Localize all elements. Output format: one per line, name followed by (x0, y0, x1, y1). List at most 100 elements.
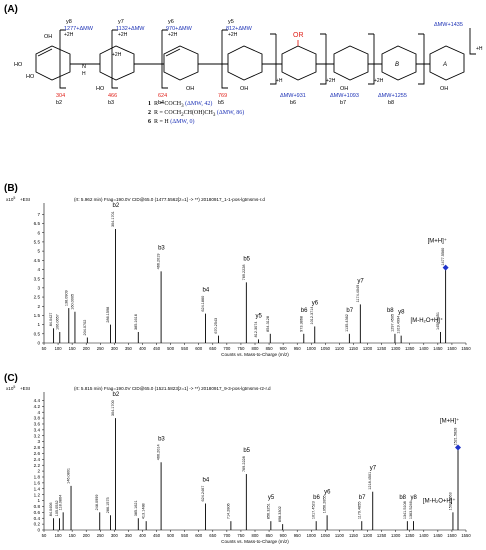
b-right-name-6: b6 (290, 100, 296, 106)
x-tick-label: 1150 (349, 346, 359, 351)
y-tick-label: 4 (37, 267, 40, 272)
x-tick-label: 850 (266, 346, 274, 351)
chart-header-text: (rt: 5.815 min) Frag=190.0V CID@65.0 (15… (74, 386, 271, 391)
y-tick-label: 1 (37, 322, 40, 327)
x-tick-label: 1100 (335, 533, 345, 538)
peak-mz-label: 160.0005 (70, 294, 74, 310)
parent-ion-label: ΔMW+1435 (434, 22, 463, 28)
ion-label-b8: b8 (399, 495, 406, 501)
y-tick-label: 3 (37, 285, 40, 290)
legend-row-3: 6 R = H (ΔMW, 0) (148, 119, 195, 125)
peak-mz-label: 1297.4505 (390, 314, 394, 332)
peak-mz-label: 1503.5663 (448, 492, 452, 510)
x-tick-label: 1250 (377, 533, 387, 538)
y-tick-label: 4.2 (34, 404, 41, 409)
y-tick-label: 1.4 (34, 486, 41, 491)
ion-label-b3: b3 (158, 245, 165, 251)
x-tick-label: 600 (195, 533, 203, 538)
y-tick-label: 1.5 (34, 313, 41, 318)
legend-text-3: R = H (154, 119, 169, 125)
h-label-1: +2H (64, 32, 74, 38)
peak-mz-label: 854.3128 (266, 316, 270, 332)
peak-mz-label: 286.1575 (106, 497, 110, 513)
x-tick-label: 1400 (419, 533, 429, 538)
y-tick-label: 6.5 (34, 221, 41, 226)
peak-mz-label: 138.0909 (64, 290, 68, 306)
h-label-4: +2H (228, 32, 238, 38)
x-tick-label: 350 (125, 533, 133, 538)
y-tick-label: 2.5 (34, 295, 41, 300)
peak-mz-label: 898.3302 (278, 506, 282, 522)
peak-mz-label: 466.2019 (157, 253, 161, 269)
chart-header-exp: 5 (13, 385, 15, 389)
x-tick-label: 1450 (433, 533, 443, 538)
group-ho-1: HO (14, 62, 23, 68)
chart-header-scale: x105 (6, 385, 15, 391)
legend-num-2: 2 (148, 110, 151, 116)
peak-mz-label: 1341.5108 (403, 501, 407, 519)
ion-label-b7: b7 (359, 495, 366, 501)
ring-letter-a: A (442, 62, 447, 68)
legend-text-2b: CH(OH)CH (183, 110, 213, 116)
peak-mz-label: 624.2467 (201, 486, 205, 502)
x-tick-label: 950 (294, 346, 302, 351)
legend-dmw-2: (ΔMW, 86) (216, 110, 245, 116)
x-tick-label: 1350 (405, 533, 415, 538)
chart-header-text: (rt: 5.962 min) Frag=190.0V CID@65.0 (14… (74, 197, 265, 202)
legend-dmw-1: (ΔMW, 42) (185, 101, 213, 107)
x-axis-label: Counts vs. Mass-to-Charge (m/z) (221, 539, 289, 544)
peak-mz-label: 1319.4994 (397, 316, 401, 334)
y-tick-label: 3.6 (34, 422, 41, 427)
x-tick-label: 1500 (447, 346, 457, 351)
h-label-8: +2H (374, 78, 384, 84)
ion-label-b4: b4 (203, 288, 210, 294)
parent-marker (455, 444, 462, 451)
x-tick-label: 150 (69, 533, 77, 538)
x-tick-label: 550 (181, 346, 189, 351)
x-tick-label: 100 (55, 533, 63, 538)
ion-label-y7: y7 (357, 278, 364, 284)
peak-mz-label: 385.1621 (134, 500, 138, 516)
ring-letter-b: B (395, 62, 399, 68)
peak-mz-label: 769.2228 (242, 456, 246, 472)
y-tick-label: 1 (37, 498, 40, 503)
x-tick-label: 1000 (307, 346, 317, 351)
y-tick-label: 3.8 (34, 416, 41, 421)
x-tick-label: 1400 (419, 346, 429, 351)
x-tick-label: 500 (167, 533, 175, 538)
b-ion-value-1: 304 (56, 93, 65, 99)
ion-label-b2: b2 (113, 203, 120, 209)
y-tick-label: 2.4 (34, 457, 41, 462)
ion-label-b6: b6 (313, 495, 320, 501)
ion-label-b5: b5 (243, 256, 250, 262)
h-label-3: +2H (168, 32, 178, 38)
b-right-name-7: b7 (340, 100, 346, 106)
x-tick-label: 1500 (447, 533, 457, 538)
peak-mz-label: 1135.4362 (345, 314, 349, 332)
y-tick-label: 2 (37, 469, 40, 474)
panel-label-b: (B) (4, 183, 18, 194)
peak-mz-label: 385.1616 (134, 314, 138, 330)
x-tick-label: 50 (42, 346, 47, 351)
x-tick-label: 350 (125, 346, 133, 351)
ion-label-y7: y7 (370, 466, 377, 472)
peak-mz-label: 304.1701 (111, 211, 115, 227)
x-tick-label: 1300 (391, 533, 401, 538)
x-tick-label: 450 (153, 346, 161, 351)
spectrum-c: x105 +ESI (rt: 5.815 min) Frag=190.0V CID@… (6, 385, 471, 544)
peak-mz-label: 84.0406 (49, 502, 53, 516)
ion-label-y5: y5 (268, 495, 275, 501)
x-tick-label: 150 (69, 346, 77, 351)
peak-mz-label: 1017.4523 (312, 501, 316, 519)
group-ho-3: HO (96, 86, 105, 92)
x-tick-label: 200 (83, 533, 91, 538)
or-group-label: OR (293, 32, 304, 39)
ion-label-MHOH: [M-H₂O+H]⁺ (423, 497, 456, 504)
ion-label-b8: b8 (387, 308, 394, 314)
legend-num-1: 1 (148, 101, 151, 107)
ion-label-b7: b7 (346, 308, 353, 314)
y-ion-value-4: 812+ΔMW (226, 26, 253, 32)
x-tick-label: 1300 (391, 346, 401, 351)
b-ion-name-4: b5 (218, 100, 224, 106)
y-tick-label: 0 (37, 341, 40, 346)
